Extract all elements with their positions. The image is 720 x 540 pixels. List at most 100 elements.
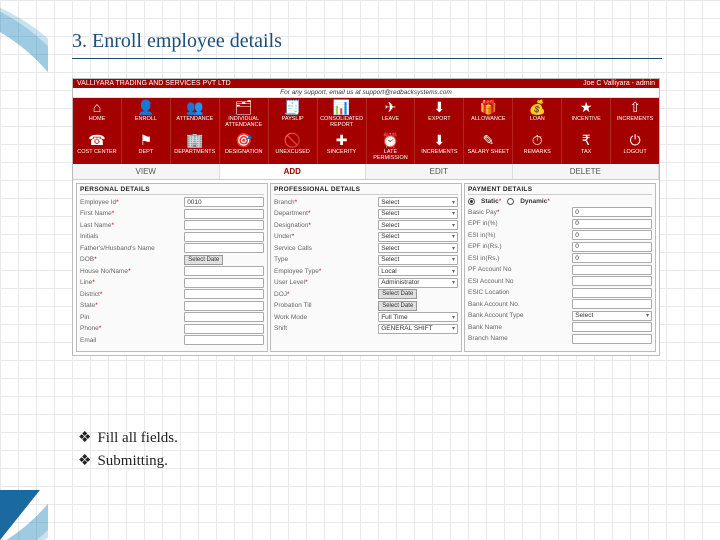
nav-label: INCENTIVE bbox=[563, 117, 609, 123]
nav-item-attendance[interactable]: 👥ATTENDANCE bbox=[171, 98, 220, 131]
nav-item-consolidated-report[interactable]: 📊CONSOLIDATED REPORT bbox=[318, 98, 367, 131]
form-row: Bank Name bbox=[468, 322, 652, 332]
nav-item-allowance[interactable]: 🎁ALLOWANCE bbox=[464, 98, 513, 131]
nav-item-enroll[interactable]: 👤ENROLL bbox=[122, 98, 171, 131]
form-row: Basic Pay*0 bbox=[468, 207, 652, 217]
nav-label: ATTENDANCE bbox=[172, 117, 218, 123]
select-field[interactable]: Select bbox=[378, 255, 458, 265]
text-field[interactable] bbox=[184, 335, 264, 345]
text-field[interactable] bbox=[184, 209, 264, 219]
nav-label: SALARY SHEET bbox=[465, 150, 511, 156]
date-picker-button[interactable]: Select Date bbox=[378, 301, 417, 311]
text-field[interactable] bbox=[184, 324, 264, 334]
select-field[interactable]: Full Time bbox=[378, 312, 458, 322]
tab-view[interactable]: VIEW bbox=[73, 164, 220, 179]
nav-item-tax[interactable]: ₹TAX bbox=[562, 131, 611, 164]
text-field[interactable] bbox=[572, 322, 652, 332]
nav-item-incentive[interactable]: ★INCENTIVE bbox=[562, 98, 611, 131]
select-field[interactable]: Select bbox=[378, 243, 458, 253]
nav-item-individual-attendance[interactable]: 🗂INDIVIDUAL ATTENDANCE bbox=[220, 98, 269, 131]
select-field[interactable]: Select bbox=[378, 232, 458, 242]
form-row: ShiftGENERAL SHIFT bbox=[274, 324, 458, 334]
nav-item-loan[interactable]: 💰LOAN bbox=[513, 98, 562, 131]
field-label: ESI Account No bbox=[468, 278, 569, 285]
text-field[interactable]: 0 bbox=[572, 253, 652, 263]
text-field[interactable] bbox=[572, 299, 652, 309]
text-field[interactable] bbox=[572, 334, 652, 344]
text-field[interactable] bbox=[572, 288, 652, 298]
pay-type-radio-group[interactable]: Static*Dynamic* bbox=[468, 197, 652, 207]
export-icon: ⬇ bbox=[416, 100, 462, 116]
text-field[interactable]: 0 bbox=[572, 219, 652, 229]
field-label: Pin bbox=[80, 314, 181, 321]
text-field[interactable]: 0 bbox=[572, 230, 652, 240]
nav-item-remarks[interactable]: ⏱REMARKS bbox=[513, 131, 562, 164]
radio-static[interactable] bbox=[468, 198, 475, 205]
loan-icon: 💰 bbox=[514, 100, 560, 116]
text-field[interactable] bbox=[184, 266, 264, 276]
text-field[interactable] bbox=[184, 312, 264, 322]
text-field[interactable]: 0010 bbox=[184, 197, 264, 207]
nav-item-designation[interactable]: 🎯DESIGNATION bbox=[220, 131, 269, 164]
select-field[interactable]: Select bbox=[378, 220, 458, 230]
field-label: DOJ* bbox=[274, 291, 375, 298]
professional-details-panel: PROFESSIONAL DETAILS Branch*SelectDepart… bbox=[270, 183, 462, 352]
select-field[interactable]: Local bbox=[378, 266, 458, 276]
tab-add[interactable]: ADD bbox=[220, 164, 367, 179]
increments-icon: ⇧ bbox=[612, 100, 658, 116]
sincerity-icon: ✚ bbox=[319, 133, 365, 149]
text-field[interactable] bbox=[184, 243, 264, 253]
nav-label: HOME bbox=[74, 117, 120, 123]
company-name: VALLIYARA TRADING AND SERVICES PVT LTD bbox=[77, 80, 231, 87]
form-row: Probation TillSelect Date bbox=[274, 301, 458, 311]
text-field[interactable]: 0 bbox=[572, 242, 652, 252]
nav-item-leave[interactable]: ✈LEAVE bbox=[367, 98, 416, 131]
panel-title: PROFESSIONAL DETAILS bbox=[274, 186, 458, 195]
nav-item-departments[interactable]: 🏢DEPARTMENTS bbox=[171, 131, 220, 164]
form-row: Department*Select bbox=[274, 209, 458, 219]
nav-item-late-permission[interactable]: ⏰LATE PERMISSION bbox=[367, 131, 416, 164]
form-row: ESI in(%)0 bbox=[468, 230, 652, 240]
form-row: Designation*Select bbox=[274, 220, 458, 230]
select-field[interactable]: Administrator bbox=[378, 278, 458, 288]
text-field[interactable] bbox=[572, 276, 652, 286]
field-label: Work Mode bbox=[274, 314, 375, 321]
remarks-icon: ⏱ bbox=[514, 133, 560, 149]
date-picker-button[interactable]: Select Date bbox=[184, 255, 223, 265]
nav-item-dept[interactable]: ⚑DEPT bbox=[122, 131, 171, 164]
slide-left-decoration bbox=[0, 0, 48, 540]
nav-item-home[interactable]: ⌂HOME bbox=[73, 98, 122, 131]
field-label: Phone* bbox=[80, 325, 181, 332]
text-field[interactable] bbox=[572, 265, 652, 275]
select-field[interactable]: Select bbox=[572, 311, 652, 321]
text-field[interactable] bbox=[184, 289, 264, 299]
field-label: Basic Pay* bbox=[468, 209, 569, 216]
nav-item-logout[interactable]: ⏻LOGOUT bbox=[611, 131, 659, 164]
select-field[interactable]: Select bbox=[378, 197, 458, 207]
text-field[interactable]: 0 bbox=[572, 207, 652, 217]
nav-item-cost-center[interactable]: ☎COST CENTER bbox=[73, 131, 122, 164]
date-picker-button[interactable]: Select Date bbox=[378, 289, 417, 299]
select-field[interactable]: GENERAL SHIFT bbox=[378, 324, 458, 334]
nav-label: DEPARTMENTS bbox=[172, 150, 218, 156]
bullet-item: Fill all fields. bbox=[78, 428, 178, 447]
text-field[interactable] bbox=[184, 278, 264, 288]
text-field[interactable] bbox=[184, 232, 264, 242]
select-field[interactable]: Select bbox=[378, 209, 458, 219]
radio-dynamic[interactable] bbox=[507, 198, 514, 205]
nav-item-increments[interactable]: ⬇INCREMENTS bbox=[415, 131, 464, 164]
attendance-icon: 👥 bbox=[172, 100, 218, 116]
nav-item-increments[interactable]: ⇧INCREMENTS bbox=[611, 98, 659, 131]
nav-item-payslip[interactable]: 🧾PAYSLIP bbox=[269, 98, 318, 131]
tab-delete[interactable]: DELETE bbox=[513, 164, 660, 179]
field-label: Service Calls bbox=[274, 245, 375, 252]
tab-edit[interactable]: EDIT bbox=[366, 164, 513, 179]
nav-label: UNEXCUSED bbox=[270, 150, 316, 156]
form-row: First Name* bbox=[80, 209, 264, 219]
nav-item-export[interactable]: ⬇EXPORT bbox=[415, 98, 464, 131]
text-field[interactable] bbox=[184, 301, 264, 311]
nav-item-salary-sheet[interactable]: ✎SALARY SHEET bbox=[464, 131, 513, 164]
nav-item-sincerity[interactable]: ✚SINCERITY bbox=[318, 131, 367, 164]
text-field[interactable] bbox=[184, 220, 264, 230]
nav-item-unexcused[interactable]: 🚫UNEXCUSED bbox=[269, 131, 318, 164]
